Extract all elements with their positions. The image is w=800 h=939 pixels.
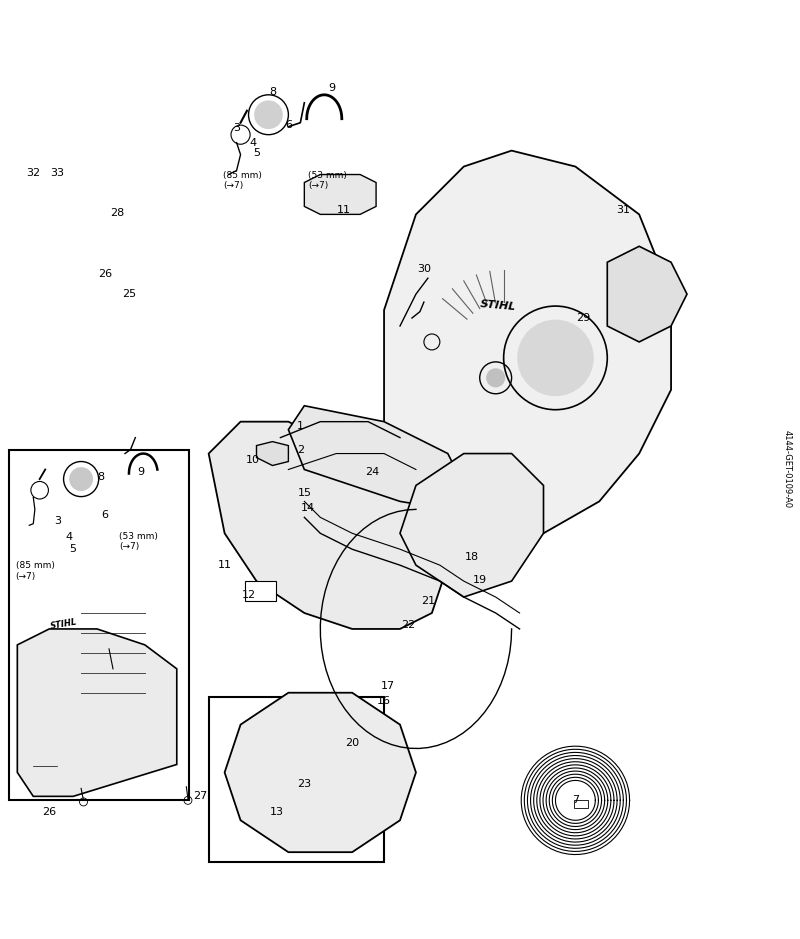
Text: 12: 12 [242,591,255,600]
Polygon shape [225,693,416,853]
Text: (53 mm)
(→7): (53 mm) (→7) [119,531,158,551]
Text: 13: 13 [270,808,283,817]
Text: 28: 28 [110,208,124,218]
Bar [574,799,588,808]
Text: 31: 31 [616,206,630,215]
FancyBboxPatch shape [10,450,189,800]
Text: 4144-GET-0109-A0: 4144-GET-0109-A0 [782,430,791,509]
Text: 19: 19 [473,575,486,584]
Polygon shape [288,406,464,509]
Text: 2: 2 [297,444,304,454]
Text: 9: 9 [329,84,336,93]
Text: (85 mm)
(→7): (85 mm) (→7) [223,171,262,190]
Text: 24: 24 [365,467,379,477]
Text: 14: 14 [302,502,315,513]
Text: STIHL: STIHL [50,617,78,631]
Circle shape [486,368,506,388]
Text: 22: 22 [401,620,415,630]
Text: 1: 1 [297,421,304,431]
Text: 33: 33 [50,168,64,177]
Text: 30: 30 [417,264,431,273]
Text: 29: 29 [576,313,590,323]
Text: 7: 7 [572,795,579,806]
Text: 15: 15 [298,488,311,499]
Text: 8: 8 [98,472,105,483]
Circle shape [254,100,283,129]
Text: 3: 3 [233,123,240,133]
Polygon shape [384,150,671,549]
Text: 16: 16 [377,696,391,706]
Text: 26: 26 [42,808,56,817]
FancyBboxPatch shape [209,697,384,862]
Text: 26: 26 [98,269,112,279]
Text: 4: 4 [66,532,73,542]
Text: 20: 20 [345,738,359,748]
Text: STIHL: STIHL [480,299,517,312]
Text: 21: 21 [421,596,435,606]
Polygon shape [18,629,177,796]
Polygon shape [257,441,288,466]
Polygon shape [81,700,129,741]
Text: 32: 32 [26,168,40,177]
Text: 10: 10 [246,454,259,465]
Text: 8: 8 [269,87,276,98]
Circle shape [69,467,93,491]
Text: 9: 9 [138,467,145,477]
Polygon shape [18,533,177,757]
Text: 5: 5 [253,148,260,158]
Text: 25: 25 [122,289,136,300]
Text: 3: 3 [54,516,61,527]
Polygon shape [304,175,376,214]
Polygon shape [400,454,543,597]
Polygon shape [607,246,687,342]
Text: 27: 27 [194,792,208,801]
Text: 11: 11 [337,206,351,215]
Text: (53 mm)
(→7): (53 mm) (→7) [308,171,347,190]
Text: 11: 11 [218,561,232,570]
Text: 4: 4 [249,138,256,147]
Text: 17: 17 [381,682,395,691]
Bar [245,581,277,601]
Text: 5: 5 [70,545,77,554]
Text: 23: 23 [298,779,311,790]
Polygon shape [209,422,448,629]
Text: 6: 6 [285,120,292,131]
Circle shape [517,319,594,396]
Text: 18: 18 [465,552,479,562]
Text: (85 mm)
(→7): (85 mm) (→7) [16,562,54,580]
Text: 6: 6 [102,510,109,520]
